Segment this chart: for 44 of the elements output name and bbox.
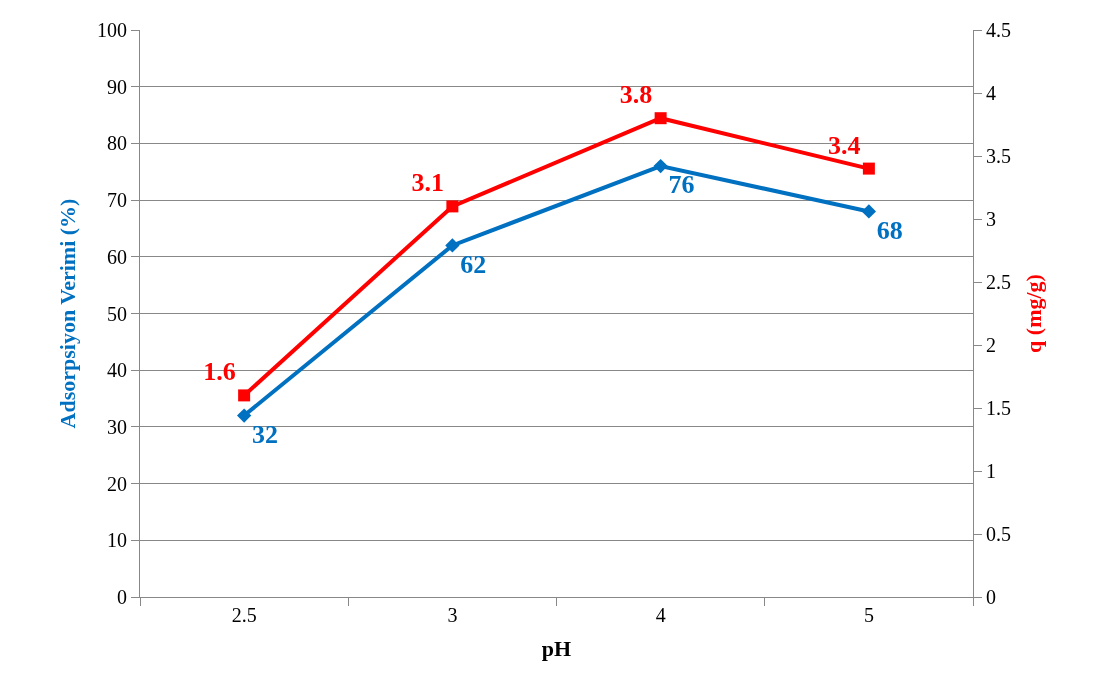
data-label: 62 xyxy=(460,249,487,279)
y2-axis-title: q (mg/g) xyxy=(1020,274,1046,353)
y-tick-label: 100 xyxy=(97,19,127,41)
y2-tick-label: 0.5 xyxy=(986,523,1011,545)
y-tick-label: 30 xyxy=(107,415,127,438)
point xyxy=(862,162,875,175)
point xyxy=(238,389,251,402)
data-label: 3.4 xyxy=(827,130,861,160)
y2-tick-label: 3.5 xyxy=(986,145,1011,167)
x-tick-label: 4 xyxy=(655,604,666,626)
y2-tick-label: 2 xyxy=(986,334,996,356)
data-label: 32 xyxy=(252,419,279,449)
y-tick-label: 90 xyxy=(107,75,127,98)
data-label: 3.1 xyxy=(411,168,444,198)
point xyxy=(445,238,460,253)
y2-tick-label: 1.5 xyxy=(986,397,1011,419)
y2-tick-label: 4.5 xyxy=(986,19,1011,41)
data-label: 1.6 xyxy=(203,357,236,387)
point xyxy=(654,112,667,125)
data-label: 3.8 xyxy=(619,80,653,110)
y-tick-label: 0 xyxy=(117,586,127,608)
point xyxy=(446,200,459,213)
y2-tick-label: 1 xyxy=(986,460,996,482)
x-axis-title: pH xyxy=(541,635,572,661)
y-tick-label: 40 xyxy=(107,359,127,382)
y-axis-title: Adsorpsiyon Verimi (%) xyxy=(54,198,80,429)
x-tick-label: 2.5 xyxy=(231,604,257,626)
y-tick-label: 80 xyxy=(107,132,127,155)
y2-tick-label: 3 xyxy=(986,208,996,230)
y-tick-label: 20 xyxy=(107,472,127,495)
x-tick-label: 3 xyxy=(447,604,458,626)
y2-tick-label: 4 xyxy=(986,82,996,104)
data-label: 68 xyxy=(876,215,903,245)
x-tick-label: 5 xyxy=(863,604,874,626)
y-tick-label: 70 xyxy=(107,189,127,212)
point xyxy=(236,408,252,423)
y2-tick-label: 2.5 xyxy=(986,271,1011,293)
y-tick-label: 60 xyxy=(107,245,127,268)
y-tick-label: 50 xyxy=(107,302,127,325)
data-label: 76 xyxy=(668,170,695,200)
point xyxy=(653,158,668,174)
point xyxy=(861,204,877,219)
y2-tick-label: 0 xyxy=(986,586,996,608)
y-tick-label: 10 xyxy=(107,529,127,552)
